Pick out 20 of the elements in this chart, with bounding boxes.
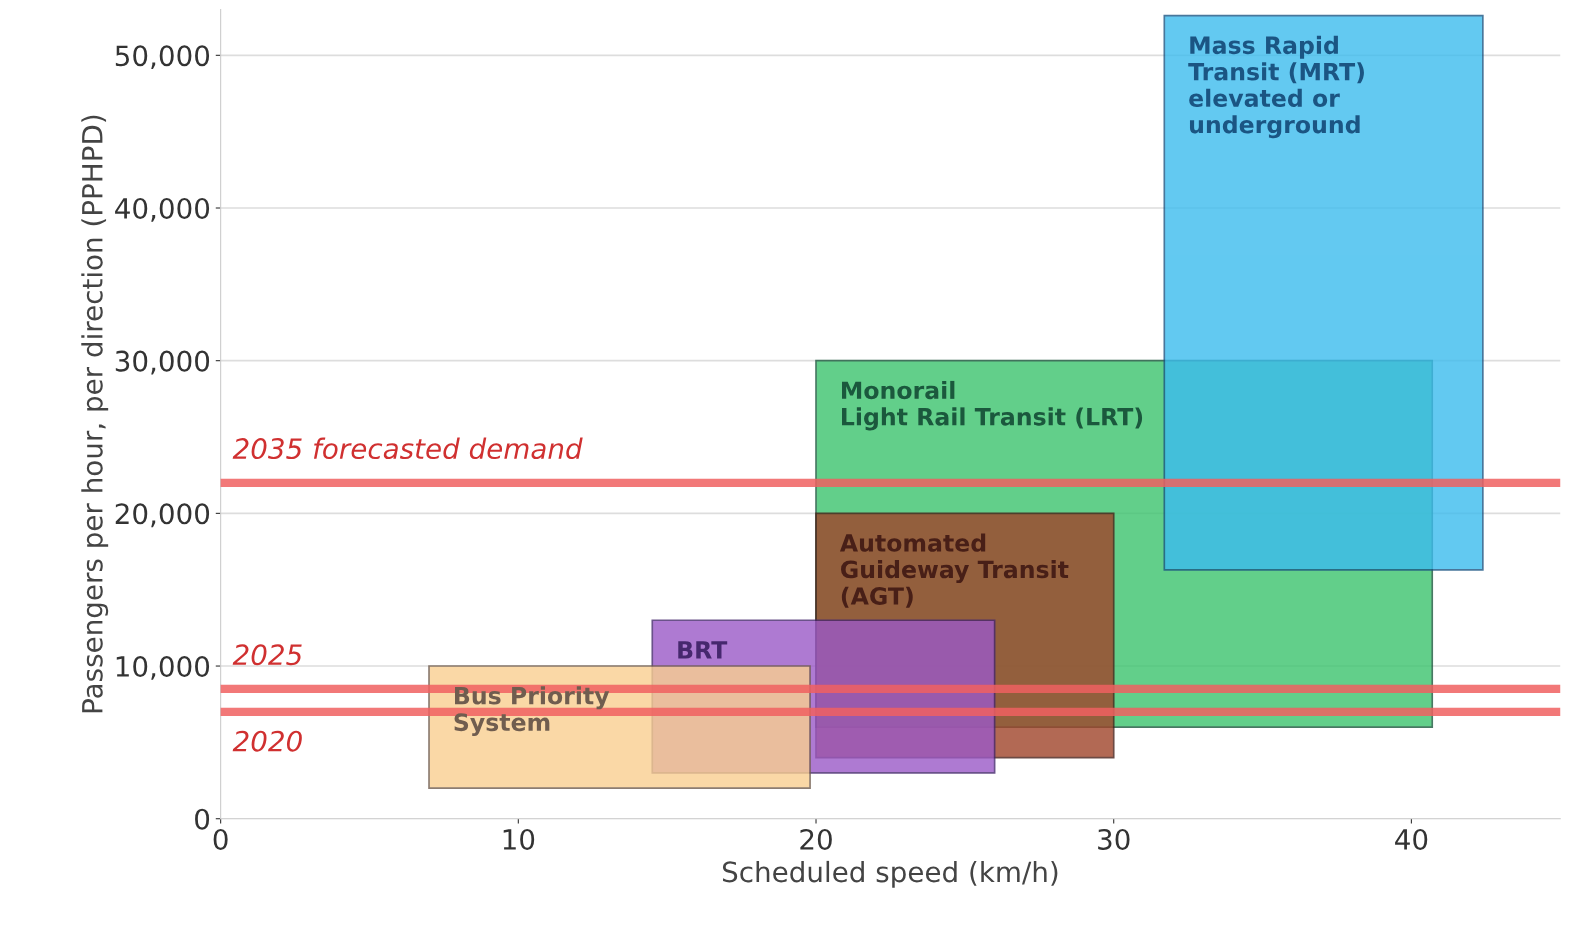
series-label: Monorail Light Rail Transit (LRT) (842, 380, 1143, 431)
x-tick-label: 10 (503, 828, 535, 850)
series-label: Automated Guideway Transit (AGT) (839, 533, 1069, 608)
x-axis-title: Scheduled speed (km/h) (722, 860, 1058, 888)
x-tick-label: 20 (800, 828, 832, 850)
y-axis-title: Passengers per hour, per direction (PPHPD) (81, 115, 109, 713)
y-tick-label: 20,000 (115, 503, 210, 528)
series-label: Mass Rapid Transit (MRT) elevated or underground (1188, 35, 1364, 139)
x-tick-label: 40 (1395, 828, 1428, 850)
y-tick-label: 50,000 (115, 45, 210, 70)
annotation: 2020 (232, 730, 302, 752)
series-label: BRT (678, 641, 728, 659)
x-tick-label: 0 (213, 828, 228, 850)
x-tick-label: 30 (1098, 828, 1130, 850)
y-tick-label: 40,000 (115, 197, 210, 222)
ref-line-label: 2035 forecasted demand (232, 437, 583, 460)
annotation: 2025 (232, 644, 302, 666)
y-tick-label: 10,000 (116, 655, 210, 680)
y-tick-label: 30,000 (115, 350, 210, 375)
y-tick-label: 0 (195, 808, 210, 830)
